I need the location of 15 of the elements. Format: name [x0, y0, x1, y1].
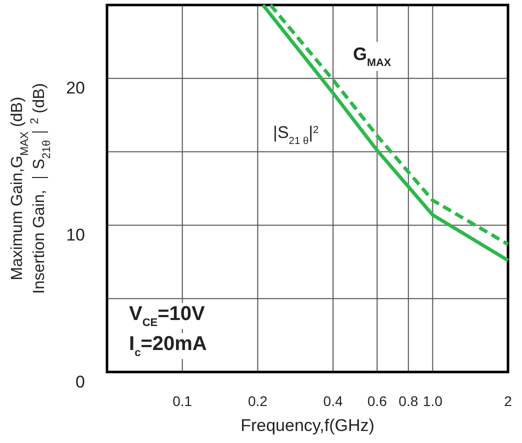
x-tick-label: 0.6 [367, 392, 388, 409]
x-tick-label: 2 [504, 392, 512, 409]
annotation: I$_{c}$=20mA [129, 333, 207, 359]
y-tick-label: 10 [66, 226, 85, 244]
x-axis-title: Frequency,f(GHz) [240, 416, 374, 435]
x-tick-label: 1.0 [422, 392, 443, 409]
x-tick-label: 0.1 [172, 392, 192, 409]
x-tick-label: 0.8 [398, 392, 418, 409]
y-tick-label: 0 [76, 372, 85, 392]
annotation: V$_{CE}$=10V [129, 303, 206, 329]
series-label: G$_{MAX}$ [353, 44, 392, 69]
x-tick-label: 0.4 [323, 392, 343, 409]
series-label: |S$_{21 θ}$|$^{2}$ [273, 123, 320, 147]
x-tick-label: 0.2 [248, 392, 268, 409]
y-tick-label: 20 [66, 78, 85, 98]
